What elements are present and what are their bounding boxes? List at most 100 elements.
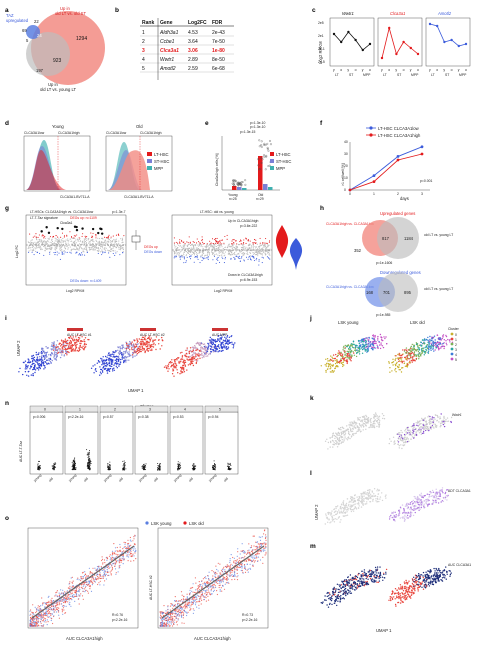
g-taz-point	[75, 228, 79, 232]
o-point	[130, 552, 132, 555]
g-left-point	[31, 251, 33, 253]
umap-point	[64, 338, 67, 340]
panel-label-o: o	[5, 515, 9, 522]
g-leg2: DEGs up: n=1109	[70, 216, 97, 220]
g-right-point	[221, 246, 223, 248]
e-dot	[270, 143, 272, 146]
g-left-point	[38, 234, 40, 236]
g-right-point	[237, 253, 239, 255]
umap-point	[144, 351, 146, 354]
g-right-point	[192, 253, 195, 255]
g-left-point	[63, 240, 65, 243]
g-right-point	[180, 250, 182, 253]
o-point	[68, 603, 70, 605]
g-left-point	[66, 245, 68, 247]
g-right-point	[231, 243, 233, 245]
c-point	[354, 38, 357, 42]
umap-point	[56, 350, 59, 352]
g-left-point	[39, 238, 41, 240]
umap-point	[106, 372, 109, 374]
umap-point	[224, 340, 226, 342]
umap-point	[117, 349, 119, 351]
g-left-point	[77, 248, 79, 250]
n-point	[159, 466, 161, 468]
umap-point	[114, 359, 117, 361]
o-point	[128, 542, 130, 545]
umap-point	[174, 358, 176, 361]
g-left-point	[105, 240, 107, 242]
o-point	[98, 573, 101, 575]
umap-point	[172, 368, 174, 370]
o-point	[120, 559, 122, 562]
g-right-point	[246, 250, 248, 252]
umap-point	[121, 358, 124, 360]
g-right-point	[203, 243, 205, 245]
g-left-point	[56, 243, 58, 245]
e-dot	[268, 164, 271, 167]
e-dot	[258, 168, 261, 171]
table-cell: Clca3a1	[160, 48, 179, 54]
n-point	[178, 465, 180, 467]
g-right-point	[241, 252, 243, 254]
g-left-point	[36, 242, 38, 244]
table-cell: 3	[142, 48, 145, 54]
n-point	[176, 463, 178, 465]
o-point	[34, 617, 36, 619]
g-right-point	[197, 250, 199, 252]
umap-point	[189, 363, 191, 366]
g-right-point	[206, 250, 208, 252]
n-point	[227, 462, 229, 464]
umap-point	[180, 372, 182, 374]
umap-point	[48, 354, 50, 356]
umap-point	[225, 337, 227, 340]
umap-point	[75, 347, 77, 349]
umap-point	[128, 359, 130, 361]
n-point	[156, 469, 158, 471]
n-pval: p=0.38	[138, 415, 149, 419]
umap-point	[189, 355, 191, 358]
n-subpanel	[99, 411, 134, 475]
g-taz-point	[61, 227, 64, 231]
g-right-point	[241, 243, 243, 245]
umap-point	[82, 345, 84, 347]
g-left-point	[81, 240, 84, 242]
o-point	[50, 619, 52, 622]
umap-point	[231, 343, 233, 345]
g-left-point	[46, 243, 48, 245]
g-right-point	[198, 241, 200, 243]
g-left-point	[72, 245, 74, 247]
umap-point	[34, 360, 36, 362]
o-point	[89, 571, 91, 574]
o-point	[60, 593, 62, 595]
g-right-point	[215, 246, 218, 248]
g-left-point	[59, 249, 61, 251]
umap-point	[151, 345, 153, 348]
o-point	[101, 575, 103, 577]
e-bar	[242, 188, 247, 190]
g-right-point	[249, 243, 251, 245]
n-197: 197	[36, 68, 44, 73]
g-left-point	[109, 250, 111, 252]
umap-point	[218, 344, 220, 346]
umap-point	[27, 358, 29, 360]
g-right-point	[256, 251, 258, 254]
g-left-point	[95, 234, 97, 236]
o-point	[126, 555, 128, 558]
n-point	[228, 463, 230, 465]
g-left-point	[82, 233, 84, 235]
up-old-lt-label: Up in old LT vs. old ST	[55, 6, 86, 16]
g-taz-point	[56, 226, 59, 230]
g-left-point	[29, 244, 31, 247]
o-point	[111, 553, 113, 556]
g-right-point	[266, 242, 268, 244]
umap-point	[32, 359, 34, 362]
o-point	[229, 573, 231, 575]
o-point	[106, 556, 108, 558]
g-left-point	[120, 238, 122, 240]
umap-point	[197, 343, 200, 345]
c-point	[380, 56, 384, 60]
o-point	[111, 568, 114, 570]
umap-point	[184, 361, 187, 364]
g-left-point	[93, 241, 95, 243]
